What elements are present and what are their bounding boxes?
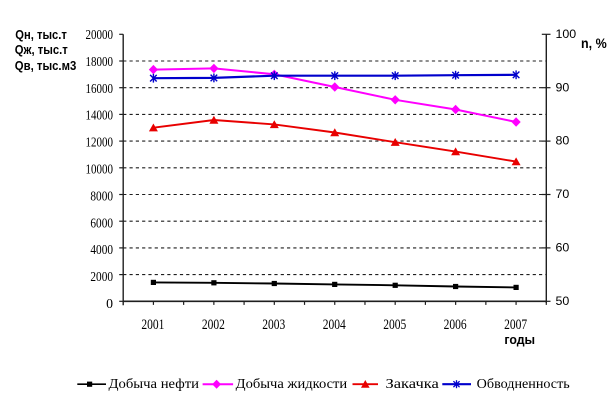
svg-text:16000: 16000 xyxy=(86,81,114,96)
svg-text:2004: 2004 xyxy=(323,317,347,333)
svg-text:2005: 2005 xyxy=(383,317,406,333)
svg-text:2006: 2006 xyxy=(444,317,467,333)
svg-text:2001: 2001 xyxy=(141,317,164,333)
svg-text:90: 90 xyxy=(556,80,570,94)
svg-text:0: 0 xyxy=(106,296,113,311)
svg-text:2007: 2007 xyxy=(504,317,527,333)
svg-text:8000: 8000 xyxy=(90,188,113,203)
svg-text:80: 80 xyxy=(556,134,570,148)
svg-text:Закачка: Закачка xyxy=(386,376,439,391)
svg-text:18000: 18000 xyxy=(86,54,114,69)
svg-text:4000: 4000 xyxy=(90,242,113,257)
svg-text:Добыча жидкости: Добыча жидкости xyxy=(236,376,348,391)
svg-text:Qн, тыс.т: Qн, тыс.т xyxy=(15,28,67,42)
svg-text:2002: 2002 xyxy=(202,317,225,333)
svg-text:2000: 2000 xyxy=(90,269,113,284)
svg-text:70: 70 xyxy=(556,187,570,201)
svg-text:2003: 2003 xyxy=(262,317,285,333)
svg-text:100: 100 xyxy=(556,27,577,41)
svg-text:60: 60 xyxy=(556,241,570,255)
svg-text:6000: 6000 xyxy=(90,215,113,230)
svg-text:12000: 12000 xyxy=(86,135,114,150)
svg-text:Qж, тыс.т: Qж, тыс.т xyxy=(15,43,68,57)
svg-text:n, %: n, % xyxy=(581,36,607,51)
svg-text:Qв, тыс.м3: Qв, тыс.м3 xyxy=(15,59,77,73)
svg-text:14000: 14000 xyxy=(86,108,114,123)
svg-text:Добыча нефти: Добыча нефти xyxy=(109,376,200,391)
svg-text:20000: 20000 xyxy=(86,27,114,42)
svg-text:50: 50 xyxy=(556,294,570,308)
svg-text:10000: 10000 xyxy=(86,162,114,177)
svg-text:годы: годы xyxy=(504,332,535,347)
svg-text:Обводненность: Обводненность xyxy=(477,376,570,391)
